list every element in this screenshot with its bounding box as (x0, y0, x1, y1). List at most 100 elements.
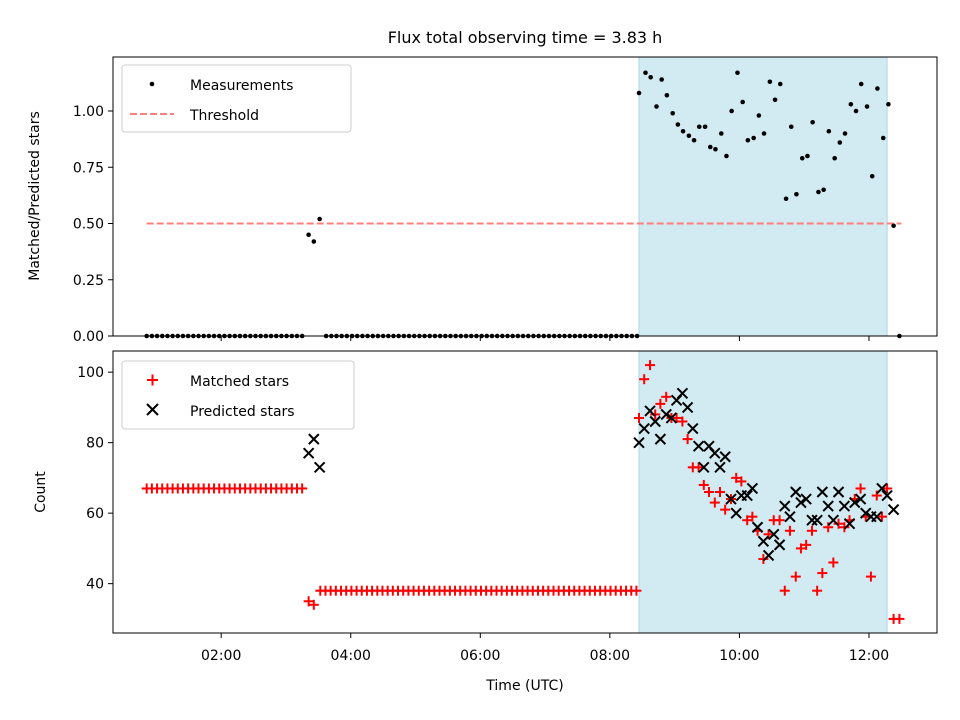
predicted-star-point (768, 528, 780, 541)
predicted-star-point (308, 433, 320, 445)
measurement-point (654, 104, 659, 109)
matched-star-point (795, 543, 806, 554)
predicted-star-point (741, 489, 753, 502)
predicted-star-point (638, 422, 650, 435)
y-tick-label-ratio: 0.00 (73, 329, 104, 345)
predicted-star-point (644, 405, 656, 417)
predicted-star-point (757, 535, 770, 548)
matched-star-point (645, 360, 656, 371)
predicted-star-point (719, 451, 731, 463)
matched-star-point (823, 522, 834, 533)
matched-star-point (812, 585, 823, 596)
measurement-point (702, 124, 708, 130)
measurement-point (832, 155, 837, 161)
predicted-star-point (746, 482, 759, 495)
measurement-point (670, 110, 675, 116)
matched-star-point (839, 522, 850, 533)
measurement-point (648, 74, 653, 80)
predicted-star-point (676, 387, 689, 400)
measurement-point (756, 113, 762, 118)
matched-star-point (806, 525, 817, 536)
measurement-point (794, 191, 799, 197)
measurement-point (821, 187, 826, 193)
matched-star-point (882, 483, 893, 494)
matched-star-point (634, 412, 645, 423)
matched-star-point (833, 518, 844, 529)
measurement-point (306, 232, 311, 238)
x-tick-label: 08:00 (590, 648, 630, 664)
measurement-point (799, 155, 805, 161)
measurement-point (777, 81, 783, 87)
predicted-star-point (871, 510, 883, 523)
matched-star-point (731, 472, 742, 483)
predicted-star-point (811, 514, 823, 526)
matched-star-point (639, 374, 650, 385)
predicted-star-point (660, 408, 672, 421)
matched-star-point (865, 571, 876, 582)
measurement-point (880, 135, 886, 141)
matched-star-point (303, 596, 314, 607)
measurement-point (680, 128, 686, 134)
x-tick-label: 04:00 (331, 648, 371, 664)
measurement-point (810, 119, 815, 125)
predicted-star-point (681, 401, 694, 414)
y-axis-label-ratio: Matched/Predicted stars (27, 111, 43, 281)
legend-matched-marker (147, 374, 158, 386)
matched-star-point (801, 539, 812, 550)
matched-star-point (742, 515, 753, 526)
legend-predicted-label: Predicted stars (190, 404, 295, 420)
measurement-point (788, 124, 794, 130)
x-axis-label: Time (UTC) (485, 678, 563, 694)
predicted-star-point (806, 514, 818, 526)
predicted-star-point (790, 486, 802, 498)
measurement-point (707, 144, 713, 150)
measurement-point (751, 135, 756, 141)
x-tick-label: 10:00 (719, 648, 759, 664)
predicted-star-point (302, 447, 315, 459)
matched-star-point (671, 412, 682, 423)
predicted-star-point (795, 496, 807, 509)
y-tick-label-count: 40 (86, 577, 104, 593)
legend-predicted-marker (146, 403, 159, 416)
legend-measurements-marker (149, 81, 155, 87)
measurement-point (848, 101, 854, 107)
predicted-star-point (649, 415, 661, 428)
matched-star-point (779, 585, 790, 596)
predicted-star-point (838, 500, 851, 512)
y-tick-label-count: 80 (86, 436, 104, 452)
predicted-star-point (730, 507, 742, 519)
measurement-point (664, 92, 670, 98)
observing-window-span-ratio (638, 56, 888, 337)
chart-title: Flux total observing time = 3.83 h (388, 28, 663, 47)
matched-star-point (655, 398, 666, 409)
predicted-star-point (773, 539, 786, 551)
predicted-star-point (800, 493, 812, 505)
legend-top-frame (121, 64, 352, 133)
legend-measurements-label: Measurements (190, 78, 293, 94)
x-tick-label: 12:00 (849, 648, 889, 664)
y-tick-label-count: 100 (77, 365, 104, 381)
matched-star-point (682, 434, 693, 445)
matched-star-point (790, 571, 801, 582)
predicted-star-point (751, 521, 764, 533)
predicted-star-point (822, 500, 834, 512)
measurement-point (837, 140, 843, 145)
y-axis-label-count: Count (33, 471, 49, 513)
axes-frame-count (112, 350, 938, 634)
measurement-point (659, 77, 664, 82)
y-tick-label-ratio: 0.25 (73, 273, 104, 289)
panel-ratio: 0.00 0.25 0.50 0.75 1.00 (73, 56, 938, 345)
predicted-star-point (832, 486, 845, 498)
matched-star-point (714, 487, 725, 497)
matched-star-point (720, 504, 731, 515)
measurement-point (317, 216, 322, 222)
predicted-star-point (687, 422, 699, 435)
predicted-star-point (887, 503, 900, 516)
predicted-star-point (725, 493, 737, 505)
measurement-point (891, 223, 896, 229)
measurement-point (696, 124, 702, 130)
predicted-star-point (698, 461, 710, 474)
matched-star-point (297, 483, 308, 494)
matched-star-point (758, 553, 769, 564)
measurement-point (886, 101, 891, 107)
